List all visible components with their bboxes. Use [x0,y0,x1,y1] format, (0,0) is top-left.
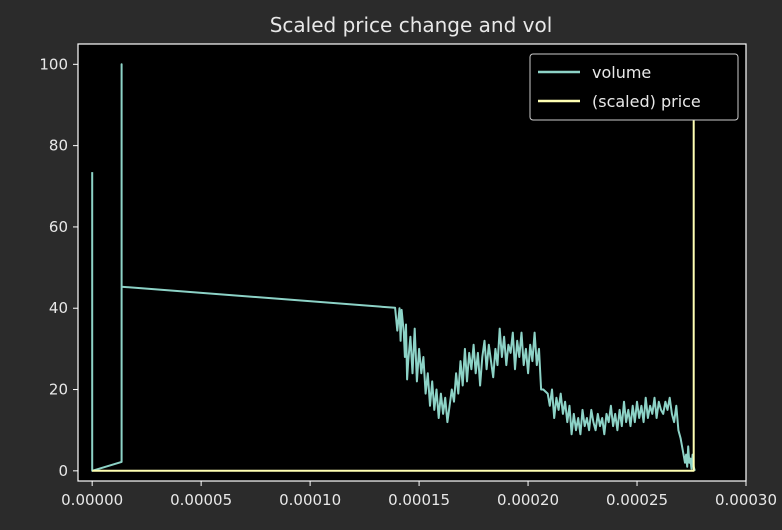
y-tick-label: 80 [49,137,68,155]
legend: volume (scaled) price [529,53,739,121]
plot-frame [77,43,747,482]
y-axis: 0 20 40 60 80 100 [39,55,78,480]
y-tick-label: 20 [49,381,68,399]
legend-box [529,53,739,121]
x-tick-label: 0.00015 [388,491,450,509]
chart-title: Scaled price change and vol [270,13,553,37]
series-line-1 [92,64,695,472]
x-tick-label: 0.00010 [279,491,341,509]
x-tick-label: 0.00025 [606,491,668,509]
series-line-0 [91,63,696,472]
legend-label-volume: volume [592,63,651,82]
series-layer [91,63,696,472]
y-tick-label: 0 [58,462,68,480]
x-tick-label: 0.00000 [61,491,123,509]
y-tick-label: 40 [49,299,68,317]
x-tick-label: 0.00020 [497,491,559,509]
x-axis: 0.00000 0.00005 0.00010 0.00015 0.00020 0.000… [61,481,777,509]
x-tick-label: 0.00005 [170,491,232,509]
y-tick-label: 100 [39,55,68,73]
x-tick-label: 0.00030 [715,491,777,509]
legend-label-scaled-price: (scaled) price [592,92,701,111]
y-tick-label: 60 [49,218,68,236]
